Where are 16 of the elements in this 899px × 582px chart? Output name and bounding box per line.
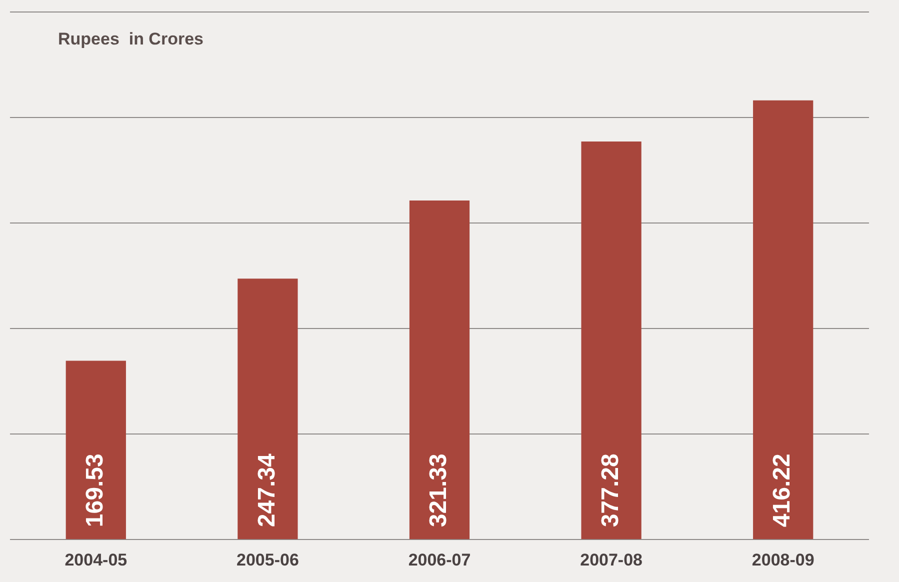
bar [238,278,298,540]
data-label: 416.22 [768,454,796,528]
bar [66,360,126,540]
x-tick-label: 2005-06 [236,550,299,570]
bar [581,141,642,540]
x-tick-label: 2007-08 [580,550,642,570]
x-tick-label: 2004-05 [64,550,128,570]
data-label: 321.33 [425,454,452,528]
bar [753,100,814,540]
x-tick-label: 2006-07 [408,550,471,570]
x-tick-label: 2008-09 [752,550,814,570]
data-label: 247.34 [253,453,280,528]
bar [409,200,470,540]
data-label: 377.28 [596,454,624,528]
y-axis-title: Rupees in Crores [58,30,204,49]
data-label: 169.53 [82,454,109,528]
